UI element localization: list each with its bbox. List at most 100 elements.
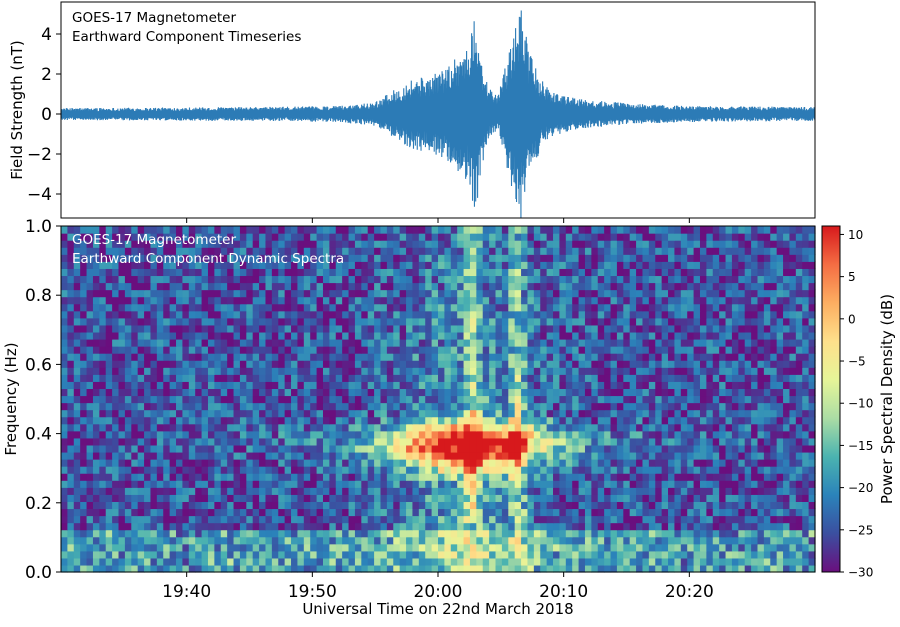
spectrogram-cell bbox=[444, 466, 451, 474]
spectrogram-cell bbox=[598, 311, 605, 319]
spectrogram-cell bbox=[419, 544, 426, 552]
spectrogram-cell bbox=[240, 410, 247, 418]
spectrogram-cell bbox=[668, 374, 675, 382]
spectrogram-cell bbox=[412, 332, 419, 340]
spectrogram-cell bbox=[611, 282, 618, 290]
spectrogram-cell bbox=[387, 318, 394, 326]
spectrogram-cell bbox=[515, 487, 522, 495]
spectrogram-cell bbox=[649, 508, 656, 516]
spectrogram-cell bbox=[636, 304, 643, 312]
spectrogram-cell bbox=[272, 480, 279, 488]
spectrogram-cell bbox=[214, 473, 221, 481]
spectrogram-cell bbox=[700, 516, 707, 524]
spectrogram-cell bbox=[374, 417, 381, 425]
spectrogram-cell bbox=[278, 275, 285, 283]
spectrogram-cell bbox=[604, 452, 611, 460]
spectrogram-cell bbox=[297, 438, 304, 446]
spectrogram-cell bbox=[93, 501, 100, 509]
spectrogram-cell bbox=[176, 374, 183, 382]
spectrogram-cell bbox=[291, 487, 298, 495]
spectrogram-cell bbox=[297, 410, 304, 418]
spectrogram-cell bbox=[444, 388, 451, 396]
spectrogram-cell bbox=[189, 381, 196, 389]
spectrogram-cell bbox=[611, 360, 618, 368]
spectrogram-cell bbox=[336, 360, 343, 368]
spectrogram-cell bbox=[374, 530, 381, 538]
spectrogram-cell bbox=[176, 459, 183, 467]
spectrogram-cell bbox=[783, 290, 790, 298]
spectrogram-cell bbox=[438, 480, 445, 488]
spectrogram-cell bbox=[470, 466, 477, 474]
spectrogram-cell bbox=[668, 445, 675, 453]
spectrogram-cell bbox=[572, 275, 579, 283]
spectrogram-cell bbox=[189, 431, 196, 439]
spectrogram-cell bbox=[387, 403, 394, 411]
spectrogram-cell bbox=[227, 275, 234, 283]
spectrogram-cell bbox=[106, 339, 113, 347]
spectrogram-cell bbox=[189, 473, 196, 481]
spectrogram-cell bbox=[451, 388, 458, 396]
spectrogram-cell bbox=[400, 459, 407, 467]
spectrogram-cell bbox=[278, 353, 285, 361]
spectrogram-cell bbox=[285, 275, 292, 283]
spectrogram-cell bbox=[547, 381, 554, 389]
spectrogram-cell bbox=[208, 332, 215, 340]
spectrogram-cell bbox=[119, 516, 126, 524]
spectrogram-cell bbox=[336, 459, 343, 467]
spectrogram-cell bbox=[297, 551, 304, 559]
spectrogram-cell bbox=[119, 268, 126, 276]
spectrogram-cell bbox=[393, 311, 400, 319]
spectrogram-cell bbox=[176, 346, 183, 354]
spectrogram-cell bbox=[764, 417, 771, 425]
spectrogram-cell bbox=[240, 353, 247, 361]
spectrogram-cell bbox=[221, 297, 228, 305]
spectrogram-cell bbox=[202, 304, 209, 312]
spectrogram-cell bbox=[112, 403, 119, 411]
spectrogram-cell bbox=[419, 403, 426, 411]
spectrogram-cell bbox=[99, 431, 106, 439]
spectrogram-cell bbox=[387, 360, 394, 368]
spectrogram-cell bbox=[559, 318, 566, 326]
spectrogram-cell bbox=[604, 537, 611, 545]
spectrogram-cell bbox=[649, 501, 656, 509]
spectrogram-cell bbox=[278, 494, 285, 502]
spectrogram-cell bbox=[272, 452, 279, 460]
spectrogram-cell bbox=[502, 466, 509, 474]
spectrogram-cell bbox=[464, 466, 471, 474]
spectrogram-cell bbox=[476, 318, 483, 326]
spectrogram-cell bbox=[527, 346, 534, 354]
spectrogram-cell bbox=[265, 360, 272, 368]
spectrogram-cell bbox=[515, 508, 522, 516]
spectrogram-cell bbox=[496, 551, 503, 559]
spectrogram-cell bbox=[547, 388, 554, 396]
spectrogram-cell bbox=[317, 290, 324, 298]
spectrogram-cell bbox=[412, 544, 419, 552]
spectrogram-cell bbox=[119, 275, 126, 283]
spectrogram-cell bbox=[387, 381, 394, 389]
spectrogram-cell bbox=[432, 487, 439, 495]
spectrogram-cell bbox=[342, 304, 349, 312]
spectrogram-cell bbox=[138, 367, 145, 375]
spectrogram-cell bbox=[598, 523, 605, 531]
spectrogram-cell bbox=[195, 424, 202, 432]
spectrogram-cell bbox=[726, 304, 733, 312]
spectrogram-cell bbox=[157, 332, 164, 340]
spectrogram-cell bbox=[234, 388, 241, 396]
spectrogram-cell bbox=[406, 501, 413, 509]
spectrogram-cell bbox=[246, 311, 253, 319]
spectrogram-cell bbox=[99, 438, 106, 446]
spectrogram-cell bbox=[630, 374, 637, 382]
spectrogram-cell bbox=[67, 487, 74, 495]
spectrogram-cell bbox=[438, 388, 445, 396]
spectrogram-cell bbox=[393, 360, 400, 368]
spectrogram-cell bbox=[579, 473, 586, 481]
spectrogram-cell bbox=[496, 452, 503, 460]
spectrogram-cell bbox=[732, 374, 739, 382]
spectrogram-cell bbox=[419, 417, 426, 425]
spectrogram-cell bbox=[674, 410, 681, 418]
spectrogram-cell bbox=[214, 558, 221, 566]
spectrogram-cell bbox=[234, 508, 241, 516]
spectrogram-cell bbox=[591, 445, 598, 453]
spectrogram-cell bbox=[572, 403, 579, 411]
spectrogram-cell bbox=[713, 275, 720, 283]
